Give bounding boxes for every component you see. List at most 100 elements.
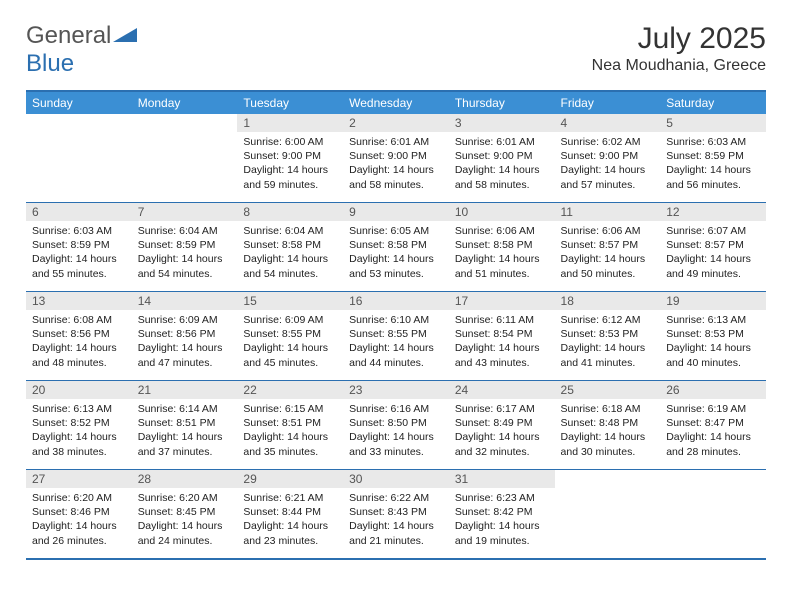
day-header: Friday bbox=[555, 91, 661, 114]
calendar-cell: 30Sunrise: 6:22 AMSunset: 8:43 PMDayligh… bbox=[343, 470, 449, 560]
calendar-cell: 22Sunrise: 6:15 AMSunset: 8:51 PMDayligh… bbox=[237, 381, 343, 470]
day-content: Sunrise: 6:01 AMSunset: 9:00 PMDaylight:… bbox=[449, 132, 555, 196]
calendar-cell: 8Sunrise: 6:04 AMSunset: 8:58 PMDaylight… bbox=[237, 203, 343, 292]
daylight-text: Daylight: 14 hours and 33 minutes. bbox=[349, 430, 443, 458]
daylight-text: Daylight: 14 hours and 19 minutes. bbox=[455, 519, 549, 547]
sunset-text: Sunset: 8:50 PM bbox=[349, 416, 443, 430]
day-header-row: Sunday Monday Tuesday Wednesday Thursday… bbox=[26, 91, 766, 114]
daylight-text: Daylight: 14 hours and 54 minutes. bbox=[138, 252, 232, 280]
day-header: Sunday bbox=[26, 91, 132, 114]
sunrise-text: Sunrise: 6:19 AM bbox=[666, 402, 760, 416]
day-content: Sunrise: 6:19 AMSunset: 8:47 PMDaylight:… bbox=[660, 399, 766, 463]
day-header: Wednesday bbox=[343, 91, 449, 114]
day-number: 22 bbox=[237, 381, 343, 399]
sunset-text: Sunset: 8:53 PM bbox=[666, 327, 760, 341]
sunrise-text: Sunrise: 6:03 AM bbox=[666, 135, 760, 149]
day-number: 4 bbox=[555, 114, 661, 132]
sunrise-text: Sunrise: 6:11 AM bbox=[455, 313, 549, 327]
day-number: 13 bbox=[26, 292, 132, 310]
calendar-cell: 27Sunrise: 6:20 AMSunset: 8:46 PMDayligh… bbox=[26, 470, 132, 560]
sunset-text: Sunset: 8:55 PM bbox=[243, 327, 337, 341]
day-content: Sunrise: 6:00 AMSunset: 9:00 PMDaylight:… bbox=[237, 132, 343, 196]
daylight-text: Daylight: 14 hours and 38 minutes. bbox=[32, 430, 126, 458]
day-content: Sunrise: 6:14 AMSunset: 8:51 PMDaylight:… bbox=[132, 399, 238, 463]
calendar-cell: 15Sunrise: 6:09 AMSunset: 8:55 PMDayligh… bbox=[237, 292, 343, 381]
day-content: Sunrise: 6:08 AMSunset: 8:56 PMDaylight:… bbox=[26, 310, 132, 374]
day-header: Saturday bbox=[660, 91, 766, 114]
logo-triangle-icon bbox=[113, 25, 137, 43]
calendar-cell: 29Sunrise: 6:21 AMSunset: 8:44 PMDayligh… bbox=[237, 470, 343, 560]
sunset-text: Sunset: 8:55 PM bbox=[349, 327, 443, 341]
calendar-row: 13Sunrise: 6:08 AMSunset: 8:56 PMDayligh… bbox=[26, 292, 766, 381]
day-number: 5 bbox=[660, 114, 766, 132]
sunset-text: Sunset: 9:00 PM bbox=[243, 149, 337, 163]
daylight-text: Daylight: 14 hours and 21 minutes. bbox=[349, 519, 443, 547]
day-number: 6 bbox=[26, 203, 132, 221]
day-content: Sunrise: 6:02 AMSunset: 9:00 PMDaylight:… bbox=[555, 132, 661, 196]
daylight-text: Daylight: 14 hours and 55 minutes. bbox=[32, 252, 126, 280]
calendar-page: GeneralBlue July 2025 Nea Moudhania, Gre… bbox=[0, 0, 792, 582]
calendar-cell: 21Sunrise: 6:14 AMSunset: 8:51 PMDayligh… bbox=[132, 381, 238, 470]
sunset-text: Sunset: 9:00 PM bbox=[349, 149, 443, 163]
calendar-table: Sunday Monday Tuesday Wednesday Thursday… bbox=[26, 90, 766, 560]
calendar-cell: 7Sunrise: 6:04 AMSunset: 8:59 PMDaylight… bbox=[132, 203, 238, 292]
calendar-cell: 20Sunrise: 6:13 AMSunset: 8:52 PMDayligh… bbox=[26, 381, 132, 470]
sunset-text: Sunset: 8:46 PM bbox=[32, 505, 126, 519]
calendar-cell bbox=[26, 114, 132, 203]
day-number: 23 bbox=[343, 381, 449, 399]
sunrise-text: Sunrise: 6:18 AM bbox=[561, 402, 655, 416]
sunset-text: Sunset: 8:59 PM bbox=[666, 149, 760, 163]
month-title: July 2025 bbox=[592, 22, 766, 55]
calendar-cell: 13Sunrise: 6:08 AMSunset: 8:56 PMDayligh… bbox=[26, 292, 132, 381]
sunset-text: Sunset: 8:43 PM bbox=[349, 505, 443, 519]
day-content: Sunrise: 6:22 AMSunset: 8:43 PMDaylight:… bbox=[343, 488, 449, 552]
sunset-text: Sunset: 8:56 PM bbox=[32, 327, 126, 341]
daylight-text: Daylight: 14 hours and 43 minutes. bbox=[455, 341, 549, 369]
sunset-text: Sunset: 8:57 PM bbox=[666, 238, 760, 252]
sunrise-text: Sunrise: 6:12 AM bbox=[561, 313, 655, 327]
sunset-text: Sunset: 8:54 PM bbox=[455, 327, 549, 341]
day-number: 7 bbox=[132, 203, 238, 221]
calendar-cell: 17Sunrise: 6:11 AMSunset: 8:54 PMDayligh… bbox=[449, 292, 555, 381]
day-number: 29 bbox=[237, 470, 343, 488]
sunset-text: Sunset: 9:00 PM bbox=[455, 149, 549, 163]
day-number: 27 bbox=[26, 470, 132, 488]
sunrise-text: Sunrise: 6:21 AM bbox=[243, 491, 337, 505]
sunset-text: Sunset: 9:00 PM bbox=[561, 149, 655, 163]
sunset-text: Sunset: 8:52 PM bbox=[32, 416, 126, 430]
logo: GeneralBlue bbox=[26, 22, 137, 78]
calendar-cell: 25Sunrise: 6:18 AMSunset: 8:48 PMDayligh… bbox=[555, 381, 661, 470]
day-content: Sunrise: 6:20 AMSunset: 8:46 PMDaylight:… bbox=[26, 488, 132, 552]
sunrise-text: Sunrise: 6:10 AM bbox=[349, 313, 443, 327]
calendar-cell bbox=[660, 470, 766, 560]
location: Nea Moudhania, Greece bbox=[592, 57, 766, 75]
calendar-cell: 2Sunrise: 6:01 AMSunset: 9:00 PMDaylight… bbox=[343, 114, 449, 203]
logo-part2: Blue bbox=[26, 50, 74, 77]
sunset-text: Sunset: 8:44 PM bbox=[243, 505, 337, 519]
day-number: 25 bbox=[555, 381, 661, 399]
day-content: Sunrise: 6:13 AMSunset: 8:52 PMDaylight:… bbox=[26, 399, 132, 463]
daylight-text: Daylight: 14 hours and 28 minutes. bbox=[666, 430, 760, 458]
sunrise-text: Sunrise: 6:09 AM bbox=[138, 313, 232, 327]
day-header: Thursday bbox=[449, 91, 555, 114]
day-number: 28 bbox=[132, 470, 238, 488]
sunrise-text: Sunrise: 6:08 AM bbox=[32, 313, 126, 327]
sunset-text: Sunset: 8:56 PM bbox=[138, 327, 232, 341]
calendar-row: 20Sunrise: 6:13 AMSunset: 8:52 PMDayligh… bbox=[26, 381, 766, 470]
day-number: 30 bbox=[343, 470, 449, 488]
daylight-text: Daylight: 14 hours and 59 minutes. bbox=[243, 163, 337, 191]
day-content: Sunrise: 6:03 AMSunset: 8:59 PMDaylight:… bbox=[660, 132, 766, 196]
calendar-cell: 12Sunrise: 6:07 AMSunset: 8:57 PMDayligh… bbox=[660, 203, 766, 292]
daylight-text: Daylight: 14 hours and 35 minutes. bbox=[243, 430, 337, 458]
daylight-text: Daylight: 14 hours and 58 minutes. bbox=[455, 163, 549, 191]
day-number: 15 bbox=[237, 292, 343, 310]
day-content: Sunrise: 6:01 AMSunset: 9:00 PMDaylight:… bbox=[343, 132, 449, 196]
sunrise-text: Sunrise: 6:04 AM bbox=[243, 224, 337, 238]
sunset-text: Sunset: 8:48 PM bbox=[561, 416, 655, 430]
daylight-text: Daylight: 14 hours and 53 minutes. bbox=[349, 252, 443, 280]
sunrise-text: Sunrise: 6:13 AM bbox=[32, 402, 126, 416]
day-content: Sunrise: 6:09 AMSunset: 8:55 PMDaylight:… bbox=[237, 310, 343, 374]
calendar-body: 1Sunrise: 6:00 AMSunset: 9:00 PMDaylight… bbox=[26, 114, 766, 559]
sunset-text: Sunset: 8:59 PM bbox=[32, 238, 126, 252]
sunrise-text: Sunrise: 6:05 AM bbox=[349, 224, 443, 238]
